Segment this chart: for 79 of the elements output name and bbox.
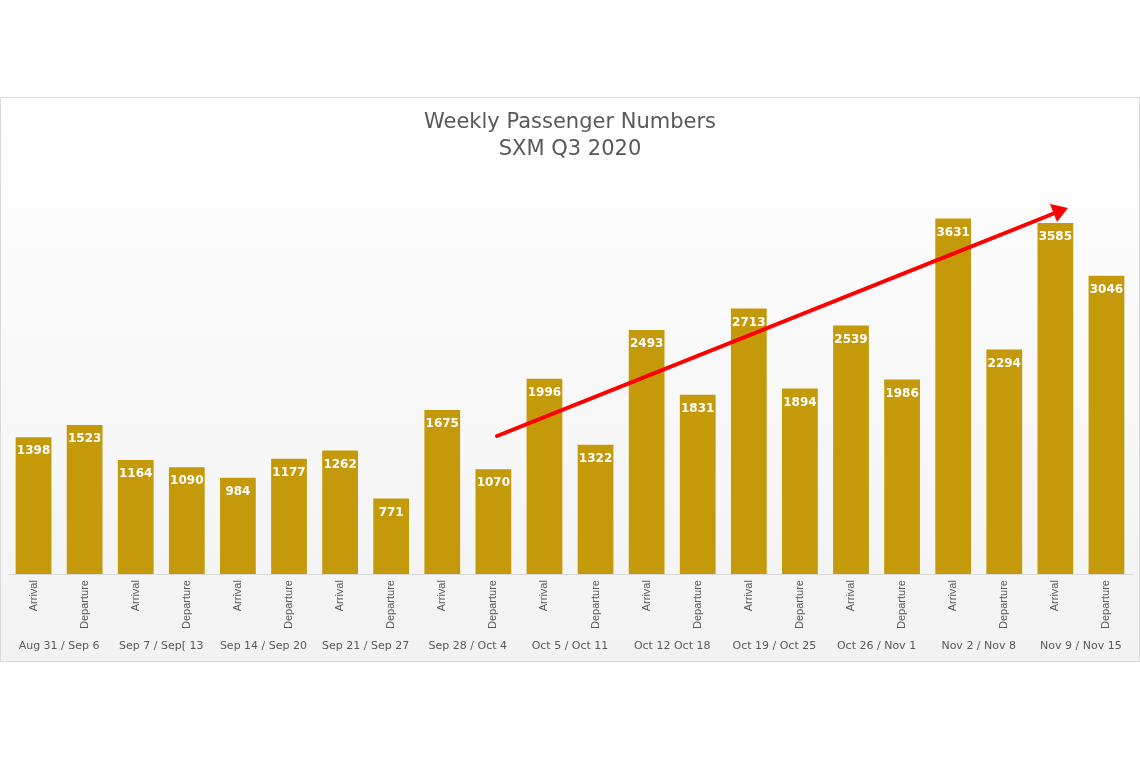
- bar: [117, 460, 154, 575]
- x-tick-label: Arrival: [230, 580, 243, 612]
- x-tick-label: Departure: [588, 580, 601, 630]
- x-tick-label: Departure: [77, 580, 90, 630]
- x-tick-label: Arrival: [537, 580, 550, 612]
- bar: [935, 218, 972, 575]
- data-label: 2713: [732, 314, 766, 329]
- x-tick-label: Arrival: [741, 580, 754, 612]
- x-tick-label: Departure: [486, 580, 499, 630]
- x-tick-label: Departure: [895, 580, 908, 630]
- x-tick-label: Departure: [282, 580, 295, 630]
- data-label: 1831: [681, 400, 715, 415]
- data-label: 2539: [834, 331, 868, 346]
- data-label: 1398: [16, 443, 51, 458]
- data-label: 3046: [1089, 281, 1124, 296]
- data-label: 1090: [170, 473, 204, 488]
- data-label: 3631: [936, 224, 970, 239]
- bar: [66, 424, 103, 575]
- chart-subtitle: SXM Q3 2020: [498, 136, 642, 161]
- bar: [1088, 275, 1125, 575]
- bar: [526, 378, 563, 575]
- x-tick-label: Departure: [690, 580, 703, 630]
- bar: [475, 469, 512, 575]
- bar: [168, 467, 205, 575]
- x-tick-label: Arrival: [333, 580, 346, 612]
- data-label: 1322: [578, 450, 613, 465]
- x-tick-label: Arrival: [26, 580, 39, 612]
- bar: [628, 329, 665, 575]
- data-label: 771: [378, 504, 404, 519]
- bar: [373, 498, 410, 575]
- data-label: 2294: [987, 355, 1021, 370]
- bar: [220, 477, 256, 575]
- bar: [730, 308, 767, 575]
- data-label: 984: [225, 483, 251, 498]
- bar: [271, 458, 307, 575]
- x-tick-label: Arrival: [639, 580, 652, 612]
- bar: [322, 450, 358, 575]
- data-label: 3585: [1038, 229, 1073, 244]
- text: Sep 28 / Oct 4: [428, 638, 508, 652]
- data-label: 1070: [476, 475, 511, 490]
- bar: [679, 394, 716, 575]
- bar: [884, 379, 920, 575]
- bar: [782, 388, 818, 575]
- x-tick-label: Arrival: [1048, 580, 1061, 612]
- x-tick-label: Arrival: [946, 580, 959, 612]
- x-tick-label: Departure: [997, 580, 1010, 630]
- text: Sep 14 / Sep 20: [219, 638, 308, 652]
- bar: [424, 410, 461, 575]
- data-label: 1523: [67, 431, 102, 446]
- text: Oct 19 / Oct 25: [732, 638, 817, 652]
- x-tick-label: Arrival: [128, 580, 141, 612]
- text: Nov 2 / Nov 8: [941, 638, 1017, 652]
- bar: [1037, 223, 1074, 575]
- text: Oct 26 / Nov 1: [836, 638, 917, 652]
- data-label: 1996: [527, 384, 562, 399]
- chart-title: Weekly Passenger Numbers: [423, 109, 717, 134]
- text: Aug 31 / Sep 6: [18, 638, 100, 652]
- x-tick-label: Departure: [179, 580, 192, 630]
- data-label: 1675: [425, 416, 459, 431]
- x-tick-label: Arrival: [844, 580, 857, 612]
- bar: [15, 437, 52, 575]
- data-label: 1986: [885, 385, 919, 400]
- text: Sep 7 / Sep[ 13: [119, 638, 204, 652]
- text: Nov 9 / Nov 15: [1040, 638, 1122, 652]
- text: Sep 21 / Sep 27: [322, 638, 410, 652]
- x-tick-label: Arrival: [435, 580, 448, 612]
- data-label: 2493: [629, 336, 664, 351]
- data-label: 1262: [323, 456, 357, 471]
- data-label: 1164: [119, 466, 153, 481]
- bar: [577, 444, 614, 575]
- bar: [833, 325, 869, 575]
- data-label: 1894: [783, 394, 817, 409]
- text: Oct 12 Oct 18: [633, 638, 711, 652]
- text: Oct 5 / Oct 11: [531, 638, 609, 652]
- data-label: 1177: [272, 464, 306, 479]
- x-tick-label: Departure: [1099, 580, 1112, 630]
- bar: [986, 349, 1023, 575]
- x-tick-label: Departure: [792, 580, 805, 630]
- x-tick-label: Departure: [384, 580, 397, 630]
